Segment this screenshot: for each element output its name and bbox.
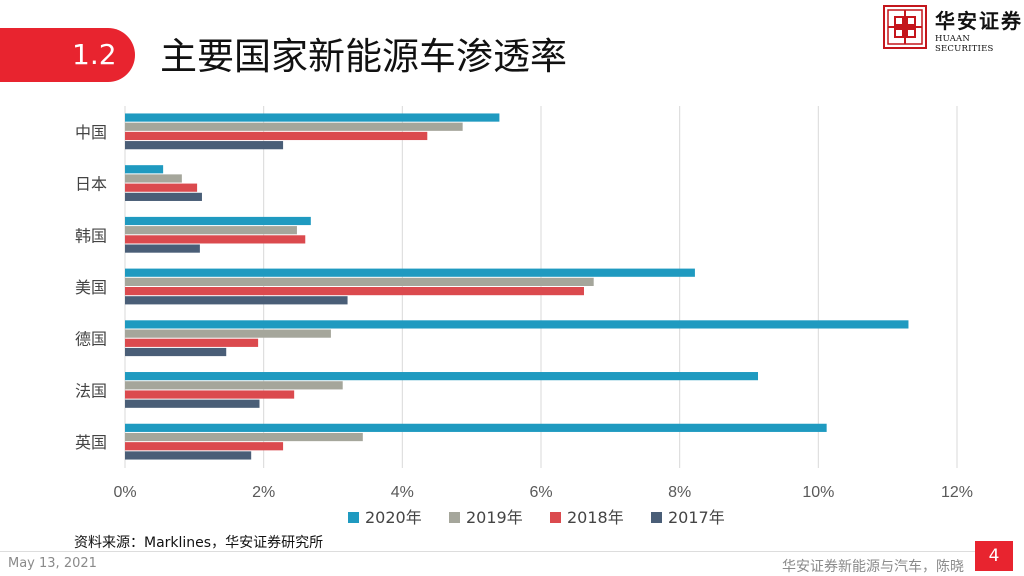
legend-label: 2020年 <box>365 508 422 527</box>
bar <box>125 165 164 174</box>
bar <box>125 347 227 357</box>
page-title: 主要国家新能源车渗透率 <box>160 35 567 78</box>
bar <box>125 113 500 122</box>
bar <box>125 329 331 338</box>
bar <box>125 287 584 296</box>
page-number: 4 <box>975 541 1013 571</box>
source-note: 资料来源：Marklines，华安证券研究所 <box>74 535 324 551</box>
category-label: 德国 <box>75 330 107 349</box>
bar <box>125 423 827 432</box>
x-tick-label: 0% <box>113 484 136 501</box>
x-tick-label: 8% <box>668 484 691 501</box>
x-tick-label: 10% <box>802 484 834 501</box>
legend-swatch <box>449 512 460 523</box>
legend-swatch <box>651 512 662 523</box>
bar <box>125 451 252 460</box>
bar <box>125 390 295 399</box>
x-tick-label: 6% <box>529 484 552 501</box>
footer-text: 华安证券新能源与汽车，陈晓 <box>782 559 964 575</box>
bar <box>125 174 182 183</box>
bar <box>125 268 695 277</box>
bar <box>125 226 297 235</box>
bar <box>125 244 200 253</box>
bar <box>125 432 363 442</box>
footer-date: May 13, 2021 <box>8 556 97 571</box>
bar <box>125 296 348 305</box>
category-label: 中国 <box>75 123 107 142</box>
category-label: 韩国 <box>75 226 107 245</box>
bar <box>125 442 284 451</box>
bar <box>125 277 594 286</box>
legend-label: 2017年 <box>668 508 725 527</box>
legend-swatch <box>348 512 359 523</box>
legend-swatch <box>550 512 561 523</box>
section-tab: 1.2 <box>0 28 135 82</box>
category-label: 美国 <box>75 278 107 297</box>
x-tick-label: 2% <box>252 484 275 501</box>
category-label: 法国 <box>75 381 107 400</box>
bar <box>125 399 260 408</box>
logo-mark-icon <box>883 5 927 49</box>
x-tick-label: 12% <box>941 484 973 501</box>
bar <box>125 192 202 201</box>
footer-divider <box>0 551 975 552</box>
logo-text-cn: 华安证券 <box>935 9 1023 33</box>
bar <box>125 372 759 381</box>
category-label: 日本 <box>75 175 107 194</box>
bar <box>125 183 198 192</box>
x-tick-label: 4% <box>391 484 414 501</box>
section-number: 1.2 <box>72 38 117 71</box>
logo-text-en: HUAAN SECURITIES <box>935 34 994 54</box>
legend-label: 2019年 <box>466 508 523 527</box>
bar <box>125 338 259 347</box>
bar <box>125 122 463 131</box>
bar <box>125 235 306 244</box>
legend-label: 2018年 <box>567 508 624 527</box>
bar <box>125 216 311 226</box>
company-logo: 华安证券 HUAAN SECURITIES <box>883 5 1023 54</box>
bar <box>125 320 909 329</box>
bar <box>125 131 428 141</box>
bar <box>125 141 284 150</box>
bar <box>125 381 343 390</box>
category-label: 英国 <box>75 433 107 452</box>
